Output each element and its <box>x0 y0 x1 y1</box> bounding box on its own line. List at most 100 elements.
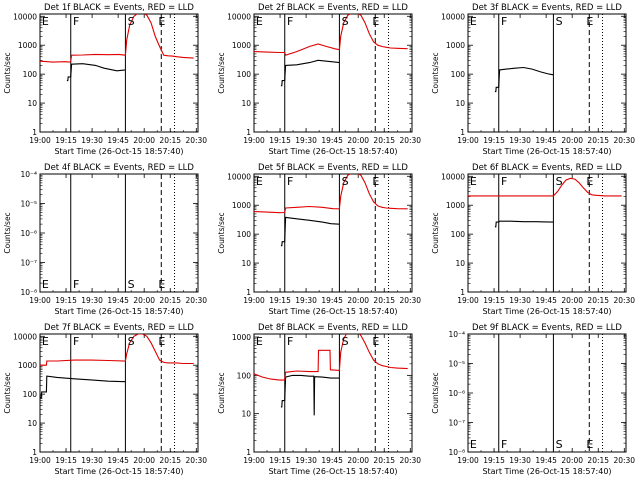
x-tick-label: 20:30 <box>399 296 421 305</box>
phase-marker: E <box>256 335 263 348</box>
phase-marker: S <box>556 438 563 451</box>
series-events <box>280 59 340 87</box>
x-tick-label: 20:15 <box>159 136 181 145</box>
x-tick-label: 20:15 <box>587 136 609 145</box>
y-tick-label: 10 <box>241 410 251 419</box>
x-tick-label: 19:45 <box>107 136 129 145</box>
x-tick-label: 19:30 <box>509 456 531 465</box>
phase-marker: E <box>42 278 49 291</box>
x-tick-label: 20:00 <box>347 456 369 465</box>
phase-marker: S <box>342 335 349 348</box>
x-tick-label: 19:30 <box>81 136 103 145</box>
x-axis-label: Start Time (26-Oct-15 18:57:40) <box>482 147 611 156</box>
x-tick-label: 19:30 <box>81 456 103 465</box>
x-tick-label: 19:45 <box>535 136 557 145</box>
x-tick-label: 19:45 <box>321 136 343 145</box>
y-tick-label: 10⁻⁵ <box>448 360 465 369</box>
x-tick-label: 19:30 <box>81 296 103 305</box>
y-axis-label: Counts/sec <box>217 52 226 93</box>
phase-marker: S <box>342 15 349 28</box>
x-tick-label: 19:15 <box>483 136 505 145</box>
y-tick-label: 10⁻⁶ <box>20 229 37 238</box>
x-tick-label: 19:45 <box>321 296 343 305</box>
y-tick-label: 100 <box>237 371 252 380</box>
y-tick-label: 100 <box>451 70 466 79</box>
x-tick-label: 19:00 <box>29 136 51 145</box>
panel-title: Det 9f BLACK = Events, RED = LLD <box>472 323 622 333</box>
x-tick-label: 19:45 <box>321 456 343 465</box>
y-tick-label: 100 <box>23 70 38 79</box>
y-tick-label: 1000 <box>232 41 251 50</box>
x-axis-label: Start Time (26-Oct-15 18:57:40) <box>482 307 611 316</box>
y-tick-label: 10 <box>27 99 37 108</box>
x-tick-label: 19:15 <box>55 456 77 465</box>
phase-marker: S <box>128 278 135 291</box>
panel-1: Det 1f BLACK = Events, RED = LLD 19:00 19:… <box>3 3 207 156</box>
panel-5: Det 5f BLACK = Events, RED = LLD 19:00 19:… <box>217 163 421 316</box>
y-tick-label: 10000 <box>13 12 37 21</box>
panel-7: Det 7f BLACK = Events, RED = LLD 19:00 19:… <box>3 323 207 476</box>
y-axis-label: Counts/sec <box>3 212 12 253</box>
panel-title: Det 1f BLACK = Events, RED = LLD <box>44 3 194 13</box>
phase-marker: F <box>501 15 507 28</box>
x-axis-label: Start Time (26-Oct-15 18:57:40) <box>482 467 611 476</box>
panel-9: Det 9f BLACK = Events, RED = LLD 19:00 19:… <box>431 323 635 476</box>
y-tick-label: 1 <box>460 288 465 297</box>
series-events <box>494 220 554 228</box>
x-tick-label: 19:30 <box>509 136 531 145</box>
y-tick-label: 100 <box>451 230 466 239</box>
x-tick-label: 19:15 <box>483 456 505 465</box>
phase-marker: E <box>256 175 263 188</box>
series-lld <box>254 334 408 381</box>
x-tick-label: 19:45 <box>535 296 557 305</box>
panel-title: Det 3f BLACK = Events, RED = LLD <box>472 3 622 13</box>
phase-marker: F <box>287 15 293 28</box>
x-tick-label: 20:00 <box>133 136 155 145</box>
panel-6: Det 6f BLACK = Events, RED = LLD 19:00 19:… <box>431 163 635 316</box>
y-tick-label: 100 <box>23 390 38 399</box>
y-tick-label: 1000 <box>446 201 465 210</box>
x-tick-label: 19:30 <box>295 136 317 145</box>
phase-marker: E <box>372 335 379 348</box>
x-tick-label: 19:00 <box>243 296 265 305</box>
y-tick-label: 1000 <box>18 41 37 50</box>
x-tick-label: 20:15 <box>159 456 181 465</box>
y-axis-label: Counts/sec <box>431 212 440 253</box>
panel-4: Det 4f BLACK = Events, RED = LLD 19:00 19:… <box>3 163 207 316</box>
panel-title: Det 4f BLACK = Events, RED = LLD <box>44 163 194 173</box>
phase-marker: E <box>42 335 49 348</box>
panel-title: Det 2f BLACK = Events, RED = LLD <box>258 3 408 13</box>
y-tick-label: 1000 <box>232 201 251 210</box>
x-tick-label: 20:30 <box>399 456 421 465</box>
series-events <box>40 375 126 399</box>
y-tick-label: 10 <box>241 259 251 268</box>
panel-3: Det 3f BLACK = Events, RED = LLD 19:00 19:… <box>431 3 635 156</box>
series-lld <box>40 14 194 63</box>
series-events <box>280 216 340 247</box>
plot-frame <box>253 333 413 453</box>
x-axis-label: Start Time (26-Oct-15 18:57:40) <box>54 467 183 476</box>
x-tick-label: 20:30 <box>185 456 207 465</box>
plot-frame <box>39 173 199 293</box>
y-tick-label: 1 <box>246 288 251 297</box>
x-tick-label: 20:00 <box>561 136 583 145</box>
phase-marker: F <box>73 15 79 28</box>
x-tick-label: 19:15 <box>55 136 77 145</box>
phase-marker: F <box>501 438 507 451</box>
y-tick-label: 10⁻⁶ <box>448 389 465 398</box>
x-tick-label: 20:00 <box>561 456 583 465</box>
phase-marker: S <box>556 175 563 188</box>
x-tick-label: 20:15 <box>373 456 395 465</box>
y-tick-label: 10 <box>27 419 37 428</box>
y-tick-label: 10⁻⁷ <box>448 419 465 428</box>
phase-marker: E <box>256 15 263 28</box>
phase-marker: E <box>158 335 165 348</box>
x-tick-label: 20:00 <box>347 136 369 145</box>
plot-frame <box>467 333 627 453</box>
x-tick-label: 20:15 <box>373 296 395 305</box>
y-tick-label: 10000 <box>13 332 37 341</box>
x-tick-label: 20:00 <box>133 456 155 465</box>
series-events <box>280 374 340 416</box>
x-tick-label: 19:15 <box>269 456 291 465</box>
phase-marker: E <box>586 15 593 28</box>
